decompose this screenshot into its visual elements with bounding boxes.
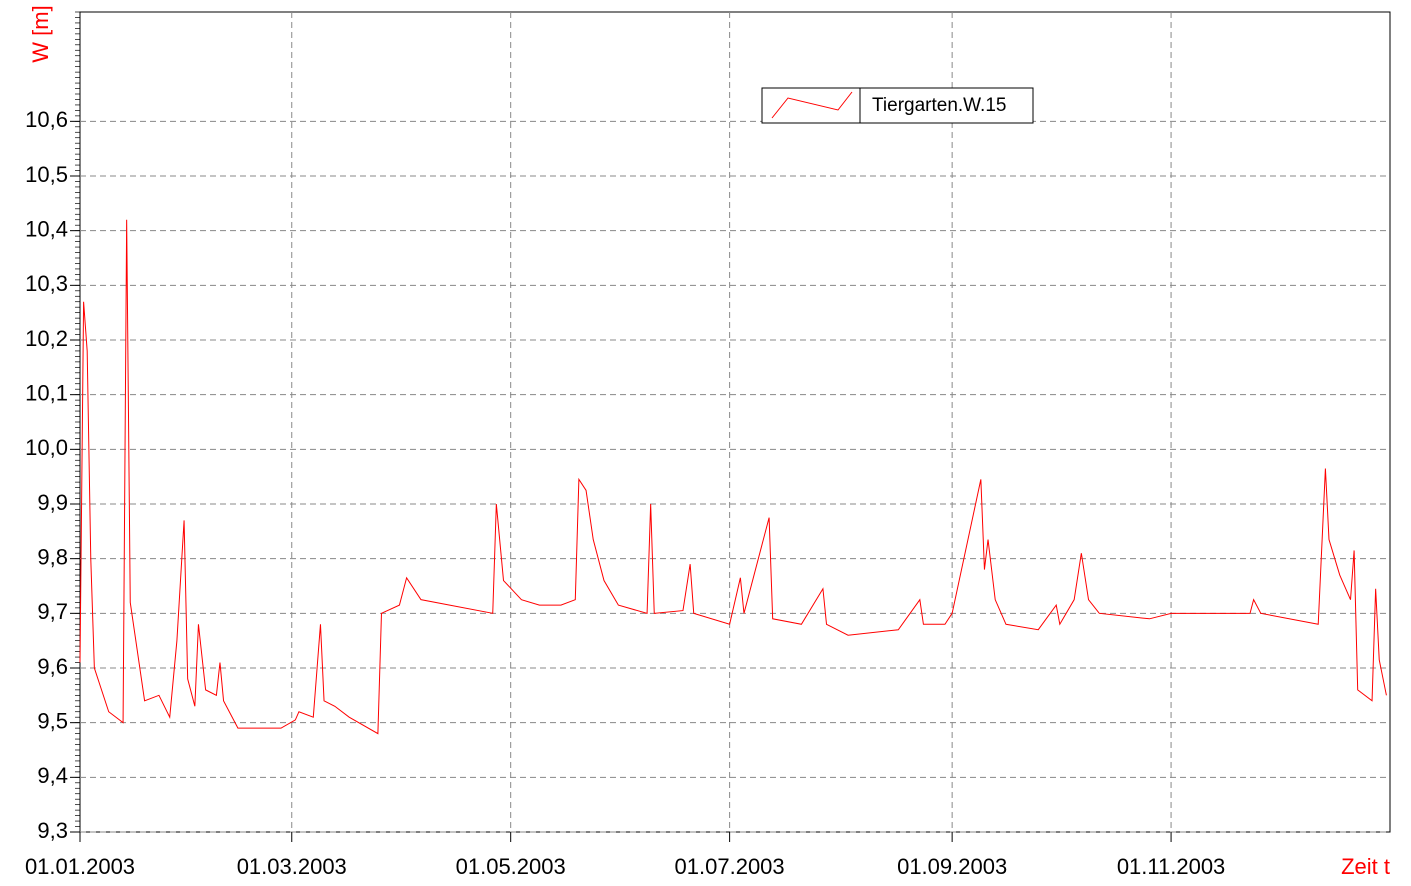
y-tick-label: 9,3 <box>37 818 68 843</box>
x-tick-label: 01.05.2003 <box>456 854 566 879</box>
x-tick-label: 01.01.2003 <box>25 854 135 879</box>
y-tick-label: 10,2 <box>25 326 68 351</box>
y-axis-label: W [m] <box>28 5 53 62</box>
y-tick-label: 10,3 <box>25 271 68 296</box>
y-tick-label: 9,8 <box>37 544 68 569</box>
legend: Tiergarten.W.15 <box>761 87 1034 124</box>
legend-swatch <box>771 91 853 119</box>
y-tick-label: 9,7 <box>37 599 68 624</box>
y-tick-label: 10,4 <box>25 216 68 241</box>
y-tick-label: 10,5 <box>25 162 68 187</box>
y-tick-label: 10,6 <box>25 107 68 132</box>
y-tick-label: 9,9 <box>37 490 68 515</box>
x-axis-label: Zeit t <box>1341 854 1390 879</box>
legend-box <box>761 87 1034 124</box>
x-tick-label: 01.09.2003 <box>897 854 1007 879</box>
x-tick-label: 01.07.2003 <box>675 854 785 879</box>
y-tick-label: 10,1 <box>25 380 68 405</box>
x-tick-label: 01.11.2003 <box>1117 854 1225 879</box>
y-tick-label: 9,5 <box>37 708 68 733</box>
x-tick-label: 01.03.2003 <box>237 854 347 879</box>
legend-label: Tiergarten.W.15 <box>872 95 1006 116</box>
data-line <box>79 219 1387 735</box>
plot-frame <box>79 11 1391 833</box>
y-tick-label: 9,6 <box>37 654 68 679</box>
y-tick-label: 9,4 <box>37 763 68 788</box>
y-tick-label: 10,0 <box>25 435 68 460</box>
